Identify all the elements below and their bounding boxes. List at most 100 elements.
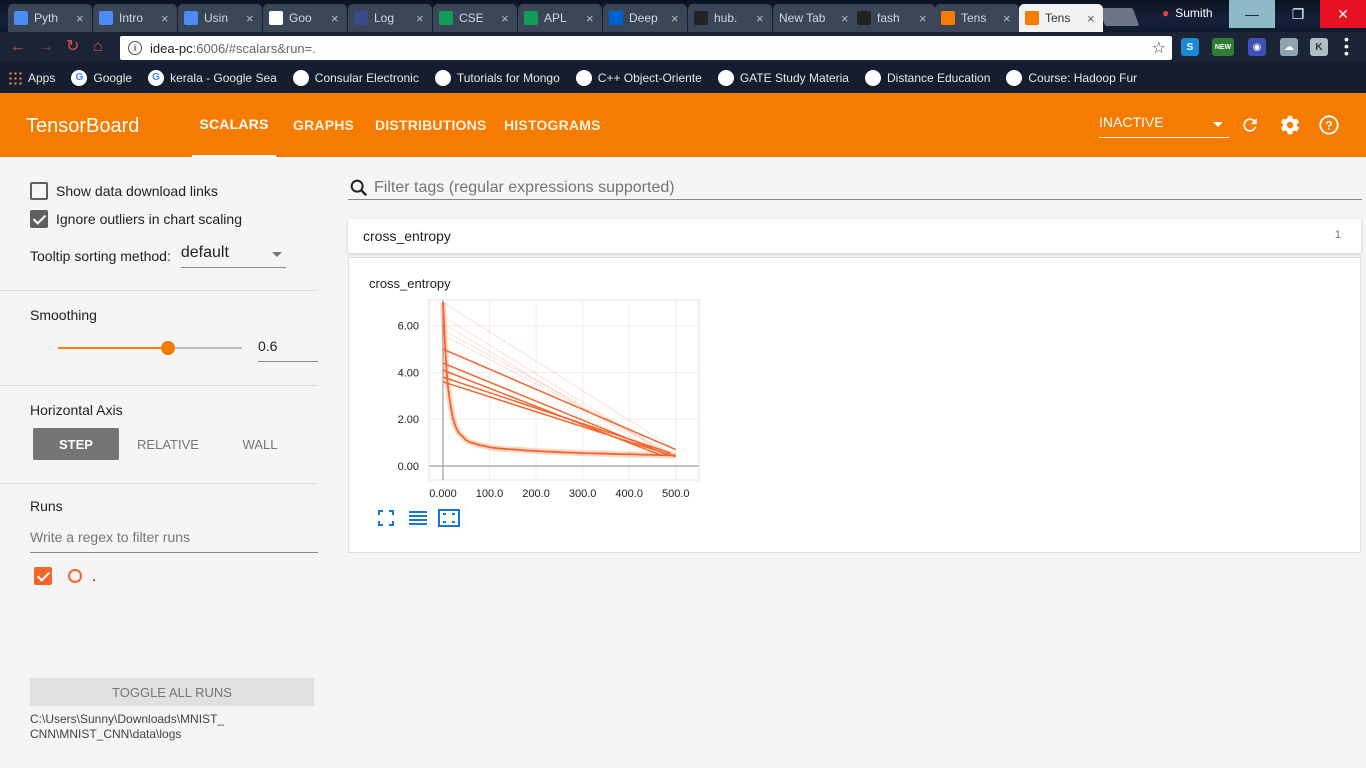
settings-gear-icon[interactable]: [1279, 114, 1301, 136]
browser-tab-title: fash: [877, 11, 900, 25]
axis-relative-button[interactable]: RELATIVE: [137, 436, 199, 452]
close-tab-icon[interactable]: ×: [416, 10, 424, 26]
browser-tab[interactable]: CSE ×: [433, 4, 517, 32]
close-tab-icon[interactable]: ×: [586, 10, 594, 26]
bookmark-item[interactable]: Course: Hadoop Fur: [1006, 69, 1137, 86]
category-header[interactable]: cross_entropy 1: [348, 219, 1361, 253]
fit-domain-icon[interactable]: [438, 508, 460, 528]
close-tab-icon[interactable]: ×: [331, 10, 339, 26]
github-icon: [857, 11, 871, 25]
raw-restart-line: [442, 315, 667, 455]
browser-tab-title: Goo: [289, 11, 312, 25]
browser-tab[interactable]: hub. ×: [688, 4, 772, 32]
tab-distributions[interactable]: DISTRIBUTIONS: [375, 117, 487, 133]
chevron-down-icon: [271, 252, 282, 257]
bookmark-item[interactable]: G Google: [71, 69, 132, 86]
close-tab-icon[interactable]: ×: [841, 10, 849, 26]
help-icon[interactable]: ?: [1318, 114, 1340, 136]
runs-filter-input[interactable]: Write a regex to filter runs: [30, 529, 318, 553]
close-window-button[interactable]: ✕: [1320, 0, 1366, 28]
log-scale-toggle-icon[interactable]: [407, 508, 429, 528]
browser-tab[interactable]: Goo ×: [263, 4, 347, 32]
bookmark-item[interactable]: Apps: [8, 70, 55, 85]
profile-icon: ●: [1162, 6, 1170, 20]
reload-icon[interactable]: ↻: [66, 38, 80, 55]
close-tab-icon[interactable]: ×: [671, 10, 679, 26]
run-color-swatch[interactable]: [68, 569, 82, 583]
skype-extension-icon[interactable]: S: [1181, 38, 1199, 56]
tooltip-sort-select[interactable]: default: [180, 244, 286, 268]
tab-graphs[interactable]: GRAPHS: [293, 117, 355, 133]
smoothing-slider-knob[interactable]: [161, 341, 176, 355]
k-extension-icon[interactable]: K: [1310, 38, 1328, 56]
browser-tab[interactable]: Usin ×: [178, 4, 262, 32]
run-selector[interactable]: INACTIVE: [1099, 114, 1229, 138]
svg-text:?: ?: [1325, 119, 1332, 133]
show-download-links-row[interactable]: Show data download links: [30, 182, 218, 200]
show-download-links-checkbox[interactable]: [30, 182, 48, 200]
browser-tab[interactable]: Deep ×: [603, 4, 687, 32]
close-tab-icon[interactable]: ×: [919, 10, 927, 26]
smoothing-value-input[interactable]: 0.6: [258, 338, 318, 362]
site-info-icon[interactable]: i: [128, 41, 142, 55]
run-checkbox[interactable]: [34, 567, 52, 585]
profile-button[interactable]: ● Sumith: [1162, 6, 1213, 20]
sheets-icon: [439, 11, 453, 25]
bookmark-item[interactable]: Consular Electronic: [292, 69, 419, 86]
new-extension-icon[interactable]: NEW: [1212, 38, 1234, 56]
back-icon[interactable]: ←: [10, 38, 26, 55]
axis-step-button[interactable]: STEP: [33, 428, 119, 460]
chart-card: cross_entropy 0.000 100.0 200.0 300.0 400.0 5…: [348, 257, 1361, 553]
ignore-outliers-row[interactable]: Ignore outliers in chart scaling: [30, 210, 242, 228]
run-item[interactable]: .: [34, 567, 96, 585]
browser-tab[interactable]: Pyth ×: [8, 4, 92, 32]
close-tab-icon[interactable]: ×: [1087, 10, 1095, 26]
cloud-extension-icon[interactable]: ☁: [1280, 38, 1298, 56]
raw-restart-line: [442, 334, 676, 458]
toggle-all-runs-button[interactable]: TOGGLE ALL RUNS: [30, 678, 314, 706]
smoothing-slider[interactable]: [58, 341, 242, 355]
chart[interactable]: 0.000 100.0 200.0 300.0 400.0 500.0 0.00 2.00 4.…: [349, 258, 1360, 552]
close-tab-icon[interactable]: ×: [246, 10, 254, 26]
google-icon: G: [148, 69, 165, 86]
apps-grid-icon: [8, 70, 22, 85]
browser-tab[interactable]: Intro ×: [93, 4, 177, 32]
browser-tab[interactable]: fash ×: [851, 4, 935, 32]
browser-tab[interactable]: Log ×: [348, 4, 432, 32]
forward-icon[interactable]: →: [38, 38, 54, 55]
browser-menu-icon[interactable]: • • •: [1344, 31, 1349, 61]
tab-histograms[interactable]: HISTOGRAMS: [504, 117, 601, 133]
browser-tab[interactable]: Tens ×: [1019, 4, 1103, 32]
home-icon[interactable]: ⌂: [93, 38, 103, 55]
close-tab-icon[interactable]: ×: [756, 10, 764, 26]
bookmark-item[interactable]: GATE Study Materia: [717, 69, 849, 86]
bookmark-item[interactable]: C++ Object-Oriente: [575, 69, 702, 86]
mask-extension-icon[interactable]: ◉: [1248, 38, 1266, 56]
bookmark-item[interactable]: Tutorials for Mongo: [434, 69, 560, 86]
bookmark-star-icon[interactable]: ☆: [1151, 40, 1166, 57]
browser-tab[interactable]: Tens ×: [935, 4, 1019, 32]
reload-data-icon[interactable]: [1239, 114, 1261, 136]
fullscreen-icon[interactable]: [375, 508, 397, 528]
tab-scalars[interactable]: SCALARS: [192, 93, 276, 157]
tag-filter-input[interactable]: Filter tags (regular expressions support…: [348, 176, 1362, 200]
restart-line: [442, 376, 672, 454]
address-bar[interactable]: i idea-pc:6006/#scalars&run=. ☆: [120, 36, 1172, 60]
browser-tab[interactable]: APL ×: [518, 4, 602, 32]
github-icon: [694, 11, 708, 25]
course-icon: [1006, 69, 1023, 86]
restore-button[interactable]: ❐: [1291, 5, 1305, 22]
close-tab-icon[interactable]: ×: [1003, 10, 1011, 26]
new-tab-button[interactable]: [1098, 8, 1140, 26]
browser-tab-title: Intro: [119, 11, 144, 25]
close-tab-icon[interactable]: ×: [501, 10, 509, 26]
close-tab-icon[interactable]: ×: [161, 10, 169, 26]
minimize-button[interactable]: —: [1229, 0, 1275, 28]
axis-wall-button[interactable]: WALL: [242, 436, 278, 452]
close-tab-icon[interactable]: ×: [76, 10, 84, 26]
bookmark-item[interactable]: Distance Education: [864, 69, 990, 86]
ignore-outliers-checkbox[interactable]: [30, 210, 48, 228]
address-path: :6006/#scalars&run=.: [192, 40, 316, 56]
browser-tab[interactable]: New Tab ×: [773, 4, 857, 32]
